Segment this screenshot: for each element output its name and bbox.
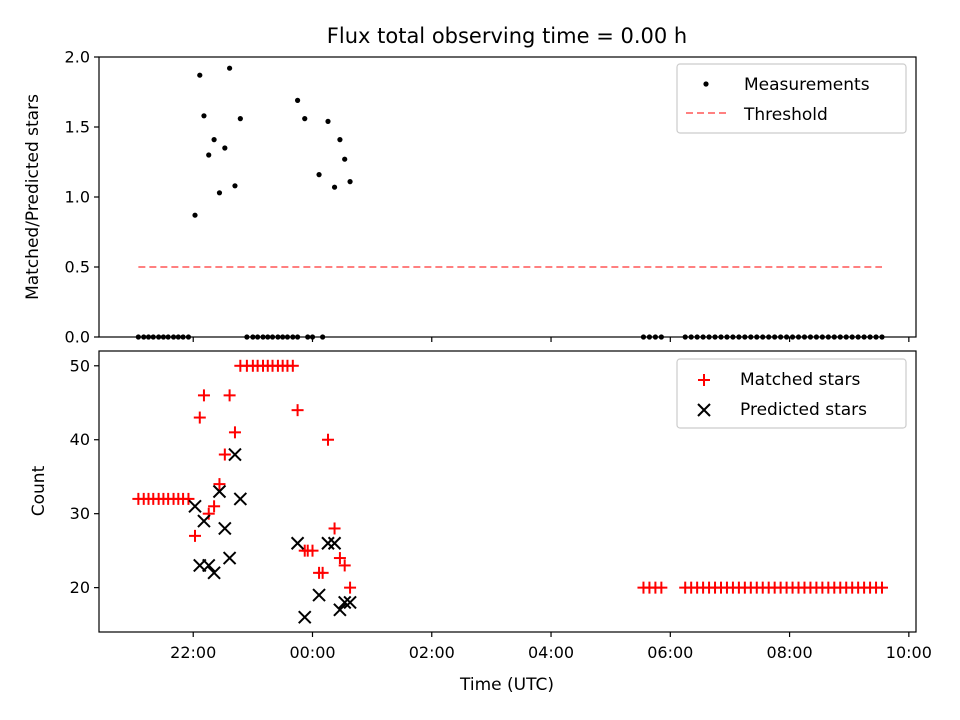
predicted-stars-point [218, 521, 232, 536]
matched-stars-point [316, 566, 329, 579]
data-point [337, 137, 343, 143]
matched-stars-point [291, 404, 304, 417]
bottom-panel-marks [132, 359, 889, 624]
data-point [232, 183, 238, 189]
legend-measurements-label: Measurements [744, 75, 870, 95]
top-panel-ylabel: Matched/Predicted stars [23, 94, 43, 300]
top-legend-box [676, 63, 907, 134]
matched-stars-point [197, 389, 210, 402]
predicted-stars-point [298, 610, 312, 624]
matched-stars-point [344, 581, 357, 594]
predicted-stars-point [202, 558, 216, 573]
matched-stars-point [182, 492, 195, 505]
matched-stars-point [876, 581, 889, 594]
xtick-label: 08:00 [767, 643, 813, 662]
ytick-label: 2.0 [65, 48, 90, 67]
predicted-stars-point [222, 551, 237, 565]
data-point [331, 184, 338, 190]
legend-predicted-label: Predicted stars [740, 400, 867, 420]
ytick-label: 1.5 [65, 118, 90, 137]
predicted-stars-point [333, 603, 347, 617]
ytick-label: 40 [70, 430, 90, 449]
data-point [197, 72, 203, 78]
legend-threshold-label: Threshold [743, 105, 828, 125]
data-point [325, 118, 331, 124]
matched-stars-point [328, 522, 341, 535]
ytick-label: 30 [70, 504, 90, 523]
bottom-panel-ylabel: Count [29, 465, 49, 516]
bottom-panel: 20 30 40 50 22:00 00:00 02:00 04:00 06:00 08:00 10… [29, 350, 932, 695]
ytick-label: 50 [70, 356, 90, 375]
data-point [294, 97, 301, 103]
xtick-label: 22:00 [170, 643, 216, 662]
data-point [237, 116, 243, 122]
bottom-panel-xlabel: Time (UTC) [459, 675, 554, 695]
data-point [227, 65, 233, 71]
matched-stars-point [208, 500, 221, 513]
data-point [347, 179, 353, 185]
bottom-legend: Matched stars Predicted stars [676, 358, 907, 429]
data-point [216, 190, 223, 196]
data-point [211, 137, 217, 143]
predicted-stars-point [233, 492, 248, 506]
top-chart-title: Flux total observing time = 0.00 h [327, 24, 687, 48]
ytick-label: 0.5 [65, 258, 90, 277]
top-panel: 0.00.51.01.52.0 Matched/Predicted stars … [23, 48, 917, 347]
matched-stars-point [321, 433, 334, 446]
ytick-label: 20 [70, 578, 90, 597]
ytick-label: 0.0 [65, 328, 90, 347]
matched-stars-point [193, 411, 206, 424]
xtick-label: 00:00 [289, 643, 335, 662]
predicted-stars-point [212, 484, 227, 499]
matched-stars-point [218, 448, 231, 461]
matched-stars-point [655, 581, 668, 594]
xtick-label: 06:00 [647, 643, 693, 662]
matched-stars-point [223, 389, 236, 402]
bottom-panel-ticks: 20 30 40 50 22:00 00:00 02:00 04:00 06:00 08:00 10… [70, 356, 932, 662]
matched-stars-point [228, 426, 241, 439]
top-panel-ticks: 0.0 0.5 1.0 1.5 2.0 [65, 48, 910, 347]
predicted-stars-point [312, 588, 326, 602]
data-point [316, 172, 322, 178]
matched-stars-point [338, 559, 351, 572]
data-point [206, 152, 212, 158]
data-point [192, 212, 198, 218]
xtick-label: 04:00 [528, 643, 574, 662]
legend-predicted-marker [697, 403, 711, 417]
data-point [222, 145, 228, 151]
matched-stars-point [333, 552, 346, 565]
predicted-stars-point [327, 536, 342, 550]
predicted-stars-point [337, 595, 352, 610]
predicted-stars-point [290, 536, 305, 550]
matched-stars-point [213, 478, 226, 491]
data-point [342, 156, 348, 162]
data-point [302, 116, 308, 122]
top-panel-frame [98, 56, 917, 338]
data-point [201, 113, 207, 119]
matched-stars-point [189, 529, 202, 542]
legend-measurements-marker [703, 81, 709, 87]
top-legend: Measurements Threshold [676, 63, 907, 134]
predicted-stars-point [207, 566, 221, 580]
legend-matched-marker [698, 374, 710, 386]
predicted-stars-point [343, 595, 357, 610]
bottom-panel-frame [98, 350, 917, 633]
xtick-label: 02:00 [409, 643, 455, 662]
predicted-stars-point [321, 536, 335, 550]
legend-matched-label: Matched stars [740, 370, 860, 390]
ytick-label: 1.0 [65, 188, 90, 207]
predicted-stars-point [197, 514, 211, 528]
predicted-stars-point [188, 499, 202, 513]
bottom-legend-box [676, 358, 907, 429]
matched-stars-point [306, 544, 319, 557]
xtick-label: 10:00 [886, 643, 932, 662]
matched-stars-point [286, 359, 299, 372]
predicted-stars-point [228, 447, 242, 462]
